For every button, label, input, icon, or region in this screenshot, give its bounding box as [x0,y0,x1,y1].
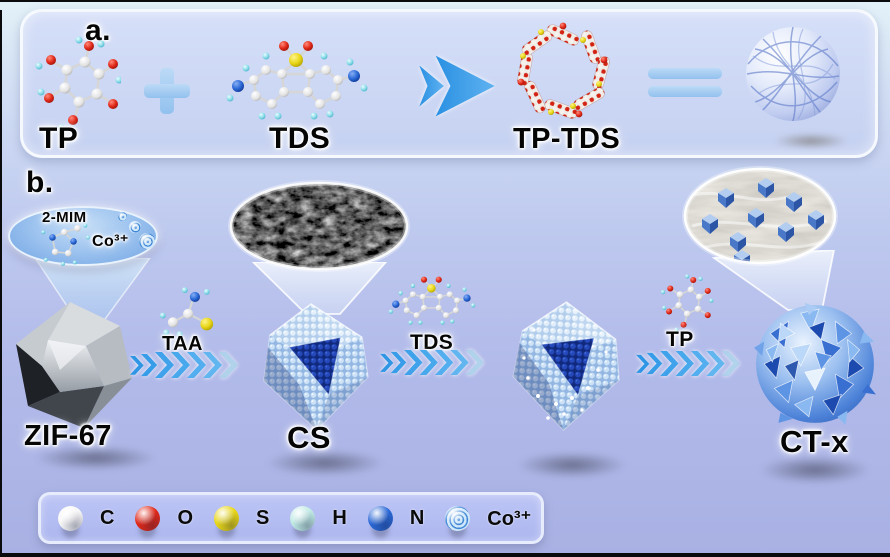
cobalt-label: Co³⁺ [487,507,532,530]
panel-a-label: a. [85,14,111,47]
equals-icon [648,68,722,98]
legend-item-cobalt: Co³⁺ [445,505,532,531]
legend-item-oxygen: O [135,505,194,531]
co-particle-icon [139,233,155,249]
oxygen-ball-icon [135,505,161,531]
cs-crystal [263,303,369,431]
tds-molecule [226,40,368,121]
hydrogen-ball-icon [290,505,316,531]
frame-edge-top [0,0,890,2]
tp-step-label: TP [666,328,694,351]
carbon-label: C [100,506,115,529]
precursor-inset: 2-MIM Co³⁺ [8,206,158,267]
legend-item-sulfur: S [214,505,270,531]
arrow-taa-step [130,352,238,378]
panel-a: a. TP TDS [20,9,878,158]
tp-molecule [34,36,121,132]
tds-molecule-small [388,276,476,326]
legend-item-carbon: C [58,505,115,531]
co-particle-icon [118,212,127,221]
oxygen-label: O [177,506,194,529]
carbon-ball-icon [58,505,83,531]
surface-inset [682,166,838,266]
taa-molecule [158,286,215,339]
tds-step-label: TDS [410,331,454,354]
cobalt-ball-icon [445,505,471,531]
nitrogen-ball-icon [367,505,393,531]
nitrogen-label: N [409,506,425,529]
atom-legend: C O S H N Co³⁺ [38,492,544,544]
sulfur-ball-icon [214,505,240,531]
tp-tds-structure [517,22,610,119]
tp-label: TP [39,122,79,155]
frame-edge-bottom [0,553,890,557]
mim-molecule [40,223,91,267]
frame-edge-left [0,10,2,557]
ctx-label: CT-x [780,424,849,459]
tem-inset [228,180,410,272]
taa-label: TAA [162,333,203,355]
plus-icon [144,68,190,114]
mim-label: 2-MIM [42,209,87,226]
sphere-shadow [763,131,859,151]
ctx-shadow [744,452,886,488]
co-particle-icon [129,221,141,233]
zif-label: ZIF-67 [24,420,112,452]
intermediate-shadow [502,448,642,482]
arrow-tp-step [636,351,740,376]
zif-shadow [18,442,173,474]
tem-funnel [251,262,388,315]
legend-item-hydrogen: H [290,505,347,531]
co-ion-label: Co³⁺ [92,233,129,250]
reaction-arrow-icon [419,55,495,117]
legend-item-nitrogen: N [367,505,425,531]
tds-label: TDS [269,122,331,155]
cs-label: CS [287,420,331,455]
tp-tds-label: TP-TDS [513,123,621,155]
arrow-tds-step [380,350,484,375]
zif-67-crystal [16,302,132,428]
cs-shadow [250,446,400,480]
ct-x-nanoflower [754,303,876,425]
intermediate-crystal [508,300,626,432]
hydrogen-label: H [332,506,347,529]
polymer-sphere [746,27,840,121]
panel-b-label: b. [26,166,54,199]
sulfur-label: S [256,506,270,529]
